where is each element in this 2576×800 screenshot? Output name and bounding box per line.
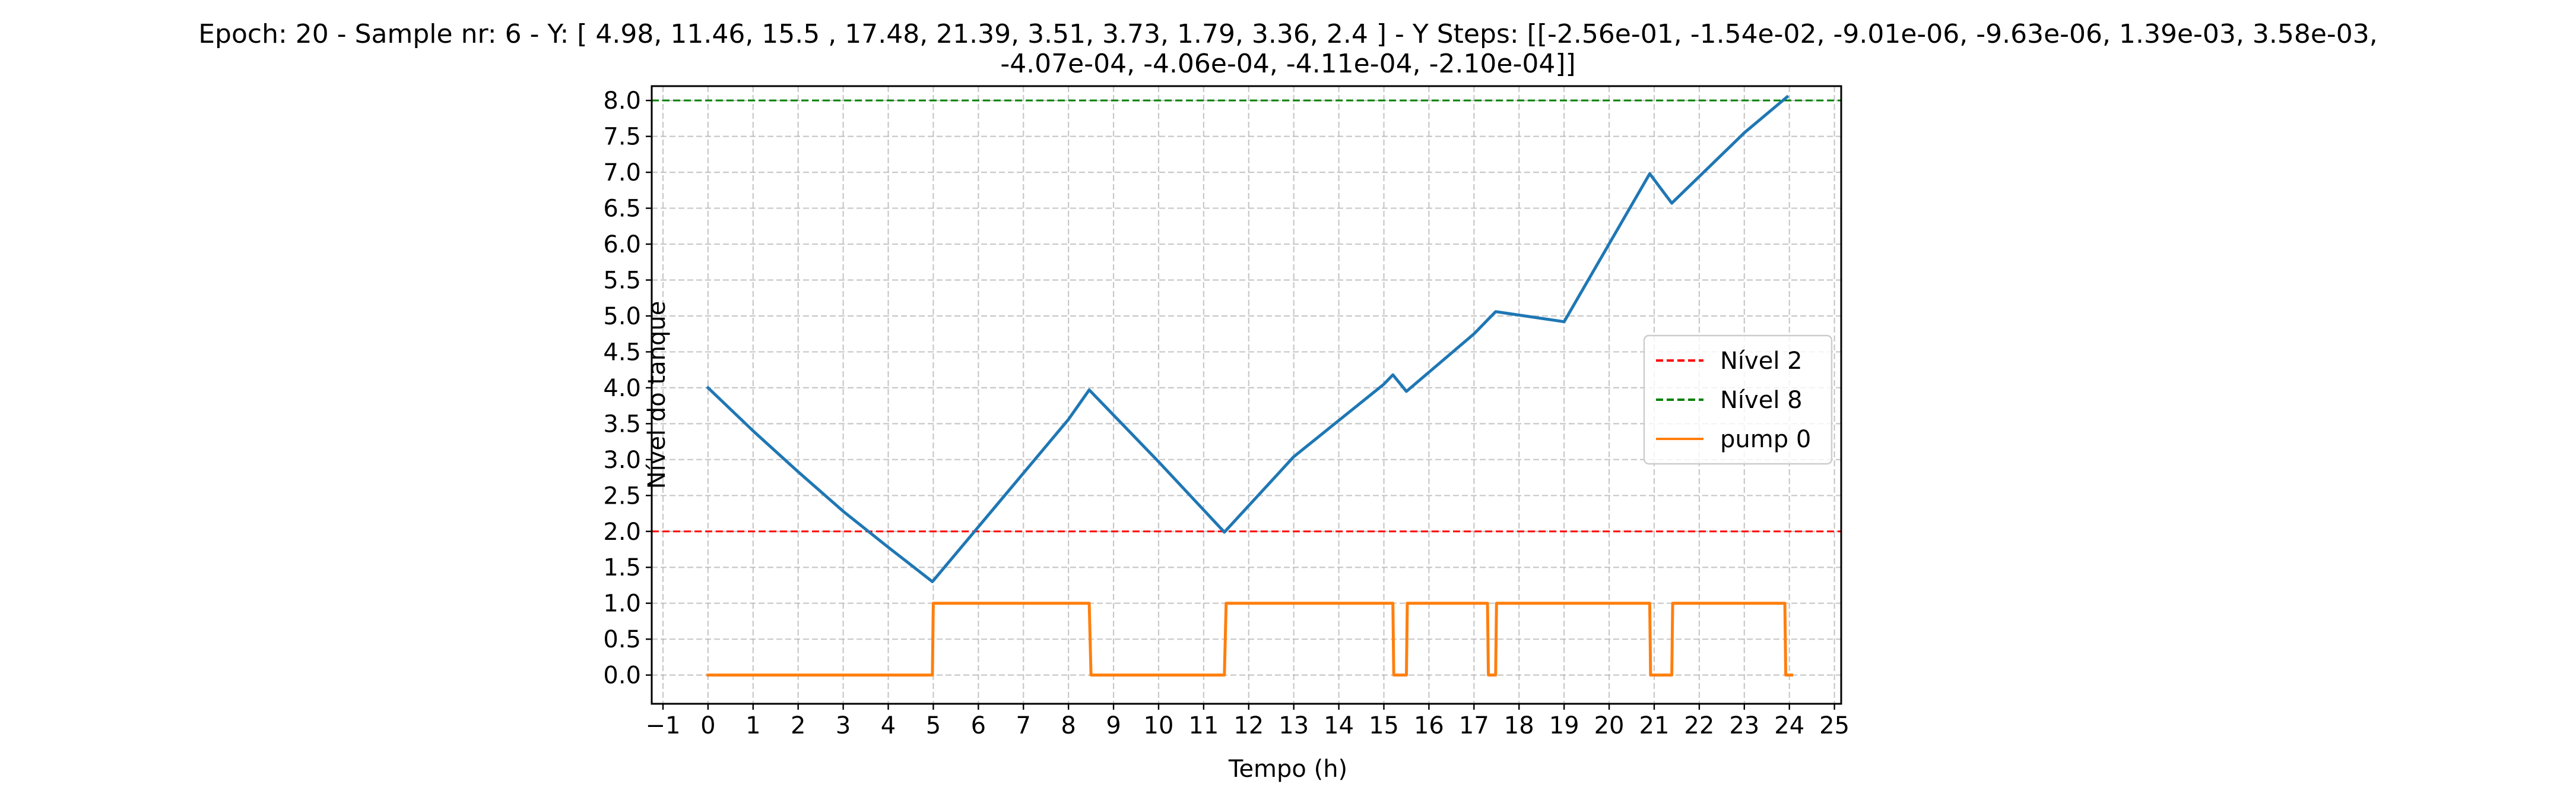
x-tick-label: 8 (1061, 712, 1076, 739)
x-tick-label: 11 (1188, 712, 1219, 739)
y-tick-label: 7.5 (603, 124, 641, 151)
x-tick-label: 14 (1324, 712, 1354, 739)
y-tick-label: 1.5 (603, 554, 641, 581)
legend-label: Nível 8 (1720, 387, 1803, 414)
x-tick-label: 23 (1729, 712, 1759, 739)
y-tick-label: 2.5 (603, 482, 641, 510)
y-tick-label: 6.5 (603, 195, 641, 223)
chart-title-line-2: -4.07e-04, -4.06e-04, -4.11e-04, -2.10e-… (1000, 49, 1575, 79)
x-tick-label: 7 (1016, 712, 1031, 739)
x-tick-label: 16 (1414, 712, 1444, 739)
x-tick-label: 21 (1639, 712, 1670, 739)
y-tick-label: 2.0 (603, 518, 641, 546)
y-tick-label: 3.5 (603, 410, 641, 438)
legend: Nível 2 Nível 8 pump 0 (1643, 334, 1833, 465)
chart-title-line-1: Epoch: 20 - Sample nr: 6 - Y: [ 4.98, 11… (198, 19, 2378, 49)
x-tick-label: 9 (1106, 712, 1121, 739)
x-tick-label: 5 (926, 712, 941, 739)
x-tick-label: 4 (881, 712, 896, 739)
y-tick-label: 1.0 (603, 590, 641, 618)
y-tick-label: 6.0 (603, 231, 641, 258)
x-tick-label: 19 (1549, 712, 1579, 739)
legend-label: Nível 2 (1720, 347, 1803, 375)
x-tick-label: 24 (1774, 712, 1804, 739)
y-tick-label: 0.5 (603, 626, 641, 653)
x-tick-label: 2 (791, 712, 805, 739)
y-tick-label: 5.0 (603, 303, 641, 330)
x-tick-label: 10 (1144, 712, 1174, 739)
x-tick-label: 6 (971, 712, 986, 739)
x-tick-label: 12 (1233, 712, 1264, 739)
legend-box (1643, 334, 1833, 465)
reference-lines (652, 99, 1841, 533)
y-axis-label: Nível do tanque (643, 301, 671, 489)
x-tick-label: 13 (1279, 712, 1309, 739)
x-tick-label: 25 (1819, 712, 1849, 739)
data-series (706, 94, 1793, 677)
y-tick-label: 4.0 (603, 375, 641, 402)
x-tick-label: 0 (700, 712, 715, 739)
y-tick-label: 0.0 (603, 662, 641, 690)
x-axis-ticks: −1 0 1 2 3 4 5 6 7 8 9 10 11 12 13 14 15 16 17 18 19 20 21 22 23… (645, 704, 1849, 739)
series-line-0 (706, 94, 1790, 583)
x-tick-label: 17 (1459, 712, 1489, 739)
series-line-pump-0 (706, 602, 1793, 677)
x-tick-label: 3 (836, 712, 851, 739)
plot-area-frame (651, 85, 1842, 705)
x-tick-label: 20 (1594, 712, 1625, 739)
y-tick-label: 4.5 (603, 339, 641, 366)
x-tick-label: 1 (745, 712, 760, 739)
y-tick-label: 3.0 (603, 447, 641, 474)
x-tick-label: 18 (1504, 712, 1534, 739)
y-axis-ticks: 0.0 0.5 1.0 1.5 2.0 2.5 3.0 3.5 4.0 4.5 5.0 5.5 6.0 6… (603, 87, 652, 690)
x-tick-label: −1 (645, 712, 680, 739)
x-tick-label: 15 (1369, 712, 1399, 739)
y-tick-label: 8.0 (603, 87, 641, 115)
y-tick-label: 7.0 (603, 159, 641, 186)
x-tick-label: 22 (1684, 712, 1714, 739)
y-tick-label: 5.5 (603, 267, 641, 295)
x-axis-label: Tempo (h) (1228, 755, 1347, 783)
legend-label: pump 0 (1720, 426, 1811, 453)
